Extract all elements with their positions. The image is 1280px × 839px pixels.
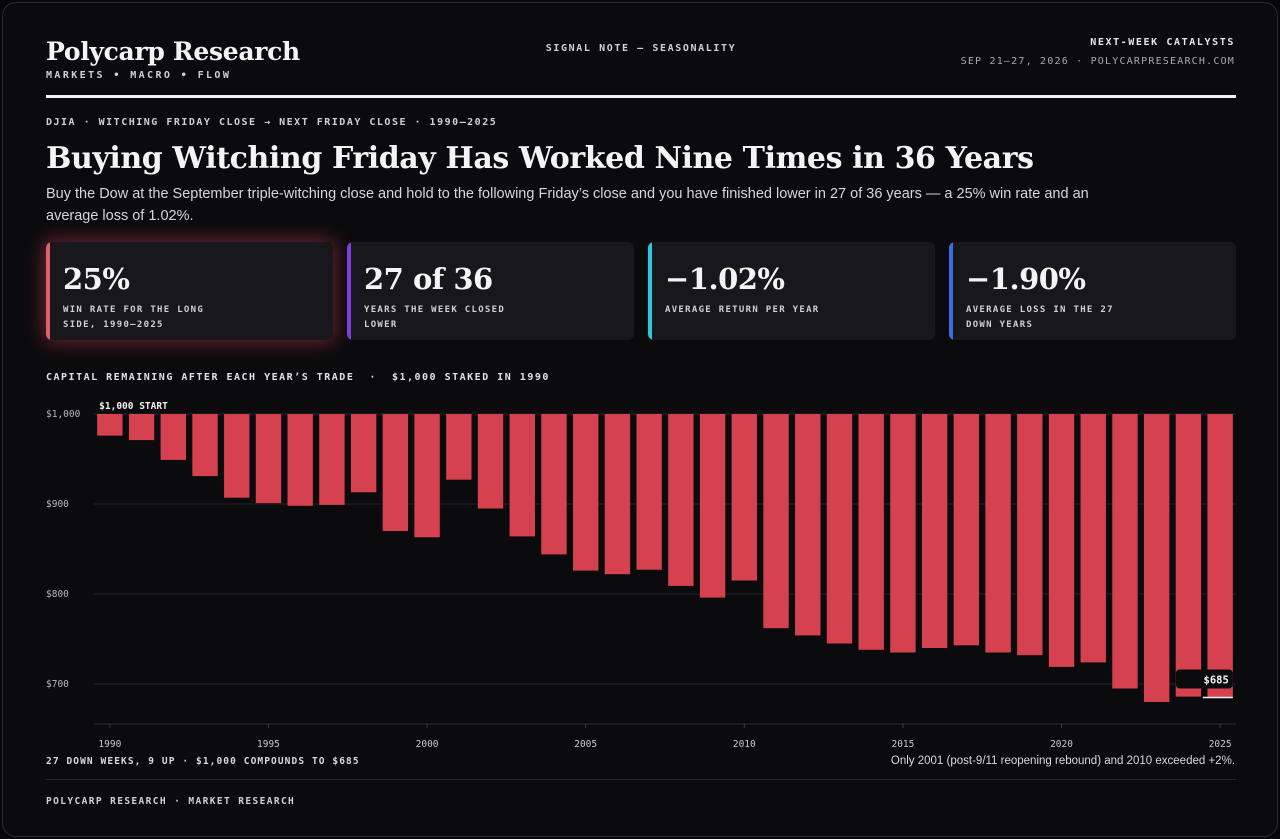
bar xyxy=(921,414,948,648)
bar xyxy=(224,414,250,498)
bar xyxy=(826,414,853,644)
stat-card-average-loss: −1.90% AVERAGE LOSS IN THE 27 DOWN YEARS xyxy=(949,242,1236,340)
stat-cards: 25% WIN RATE FOR THE LONG SIDE, 1990–202… xyxy=(46,242,1236,340)
start-annotation: $1,000 START xyxy=(99,401,168,412)
stat-value: −1.02% xyxy=(665,262,785,296)
bar xyxy=(382,414,409,531)
stat-label: WIN RATE FOR THE LONG SIDE, 1990–2025 xyxy=(63,305,205,330)
capital-bar-chart: $1,000 $900 $800 $700 1990 1995 2000 2005 2010 20… xyxy=(46,401,1236,750)
y-tick-label: $900 xyxy=(46,499,69,510)
bar xyxy=(414,414,440,538)
y-tick-label: $800 xyxy=(46,589,69,600)
catalysts-title: NEXT-WEEK CATALYSTS xyxy=(1090,37,1235,48)
bar xyxy=(604,414,631,575)
x-tick-label: 2000 xyxy=(416,739,439,750)
stat-label: YEARS THE WEEK CLOSED LOWER xyxy=(364,305,506,330)
bar xyxy=(763,414,789,629)
bar xyxy=(541,414,567,555)
bar xyxy=(668,414,694,586)
bar xyxy=(319,414,345,505)
section-tag: SIGNAL NOTE — SEASONALITY xyxy=(545,43,737,54)
stat-label: AVERAGE RETURN PER YEAR xyxy=(665,305,820,315)
chart-footnote-left: 27 DOWN WEEKS, 9 UP · $1,000 COMPOUNDS T… xyxy=(46,756,360,767)
headline: Buying Witching Friday Has Worked Nine T… xyxy=(46,141,1034,176)
bar xyxy=(477,414,504,509)
colophon: POLYCARP RESEARCH · MARKET RESEARCH xyxy=(46,796,296,807)
bar xyxy=(255,414,282,504)
chart-footnote-right: Only 2001 (post-9/11 reopening rebound) … xyxy=(890,755,1235,767)
bar xyxy=(128,414,155,441)
x-tick-label: 1995 xyxy=(257,739,280,750)
kicker: DJIA · WITCHING FRIDAY CLOSE → NEXT FRID… xyxy=(46,117,498,128)
bar xyxy=(446,414,472,480)
footer-divider xyxy=(46,779,1236,780)
header-right: NEXT-WEEK CATALYSTS SEP 21–27, 2026 · PO… xyxy=(961,37,1235,67)
bar xyxy=(731,414,757,581)
bar xyxy=(636,414,662,570)
brand-block: Polycarp Research MARKETS • MACRO • FLOW xyxy=(46,37,300,81)
x-tick-label: 2005 xyxy=(574,739,597,750)
bar xyxy=(858,414,884,650)
brand-name: Polycarp Research xyxy=(46,37,300,66)
stat-value: −1.90% xyxy=(966,262,1086,296)
stat-card-win-rate: 25% WIN RATE FOR THE LONG SIDE, 1990–202… xyxy=(46,242,333,340)
y-tick-label: $1,000 xyxy=(46,409,81,420)
x-tick-label: 1990 xyxy=(98,739,121,750)
header-divider xyxy=(46,95,1236,98)
bar xyxy=(97,414,123,436)
y-tick-label: $700 xyxy=(46,679,69,690)
dek-paragraph: Buy the Dow at the September triple-witc… xyxy=(46,186,1089,224)
stat-card-down-years: 27 of 36 YEARS THE WEEK CLOSED LOWER xyxy=(347,242,634,340)
bar xyxy=(1112,414,1138,689)
x-tick-label: 2015 xyxy=(891,739,914,750)
bar xyxy=(795,414,821,636)
bar xyxy=(192,414,218,477)
brand-tagline: MARKETS • MACRO • FLOW xyxy=(46,70,232,81)
bar xyxy=(287,414,313,506)
end-annotation: $685 xyxy=(1204,675,1229,687)
bar xyxy=(953,414,980,646)
x-tick-label: 2020 xyxy=(1050,739,1073,750)
bar xyxy=(350,414,377,493)
bar xyxy=(699,414,726,598)
bar xyxy=(890,414,916,653)
stat-card-average-return: −1.02% AVERAGE RETURN PER YEAR xyxy=(648,242,935,340)
bar xyxy=(1175,414,1202,697)
bar xyxy=(573,414,599,571)
stat-value: 27 of 36 xyxy=(364,262,493,296)
stat-label: AVERAGE LOSS IN THE 27 DOWN YEARS xyxy=(966,305,1114,330)
bar xyxy=(160,414,186,460)
x-tick-label: 2010 xyxy=(733,739,756,750)
bar xyxy=(1080,414,1106,663)
bar xyxy=(1017,414,1043,656)
stat-value: 25% xyxy=(63,262,130,296)
chart-title: CAPITAL REMAINING AFTER EACH YEAR’S TRAD… xyxy=(46,372,550,383)
end-annotation-box xyxy=(1175,669,1233,689)
bar xyxy=(1207,414,1233,698)
bar xyxy=(1144,414,1170,702)
x-tick-label: 2025 xyxy=(1209,739,1232,750)
bar xyxy=(985,414,1011,653)
date-and-site: SEP 21–27, 2026 · POLYCARPRESEARCH.COM xyxy=(960,56,1235,67)
bar xyxy=(509,414,535,537)
bar xyxy=(1048,414,1075,667)
